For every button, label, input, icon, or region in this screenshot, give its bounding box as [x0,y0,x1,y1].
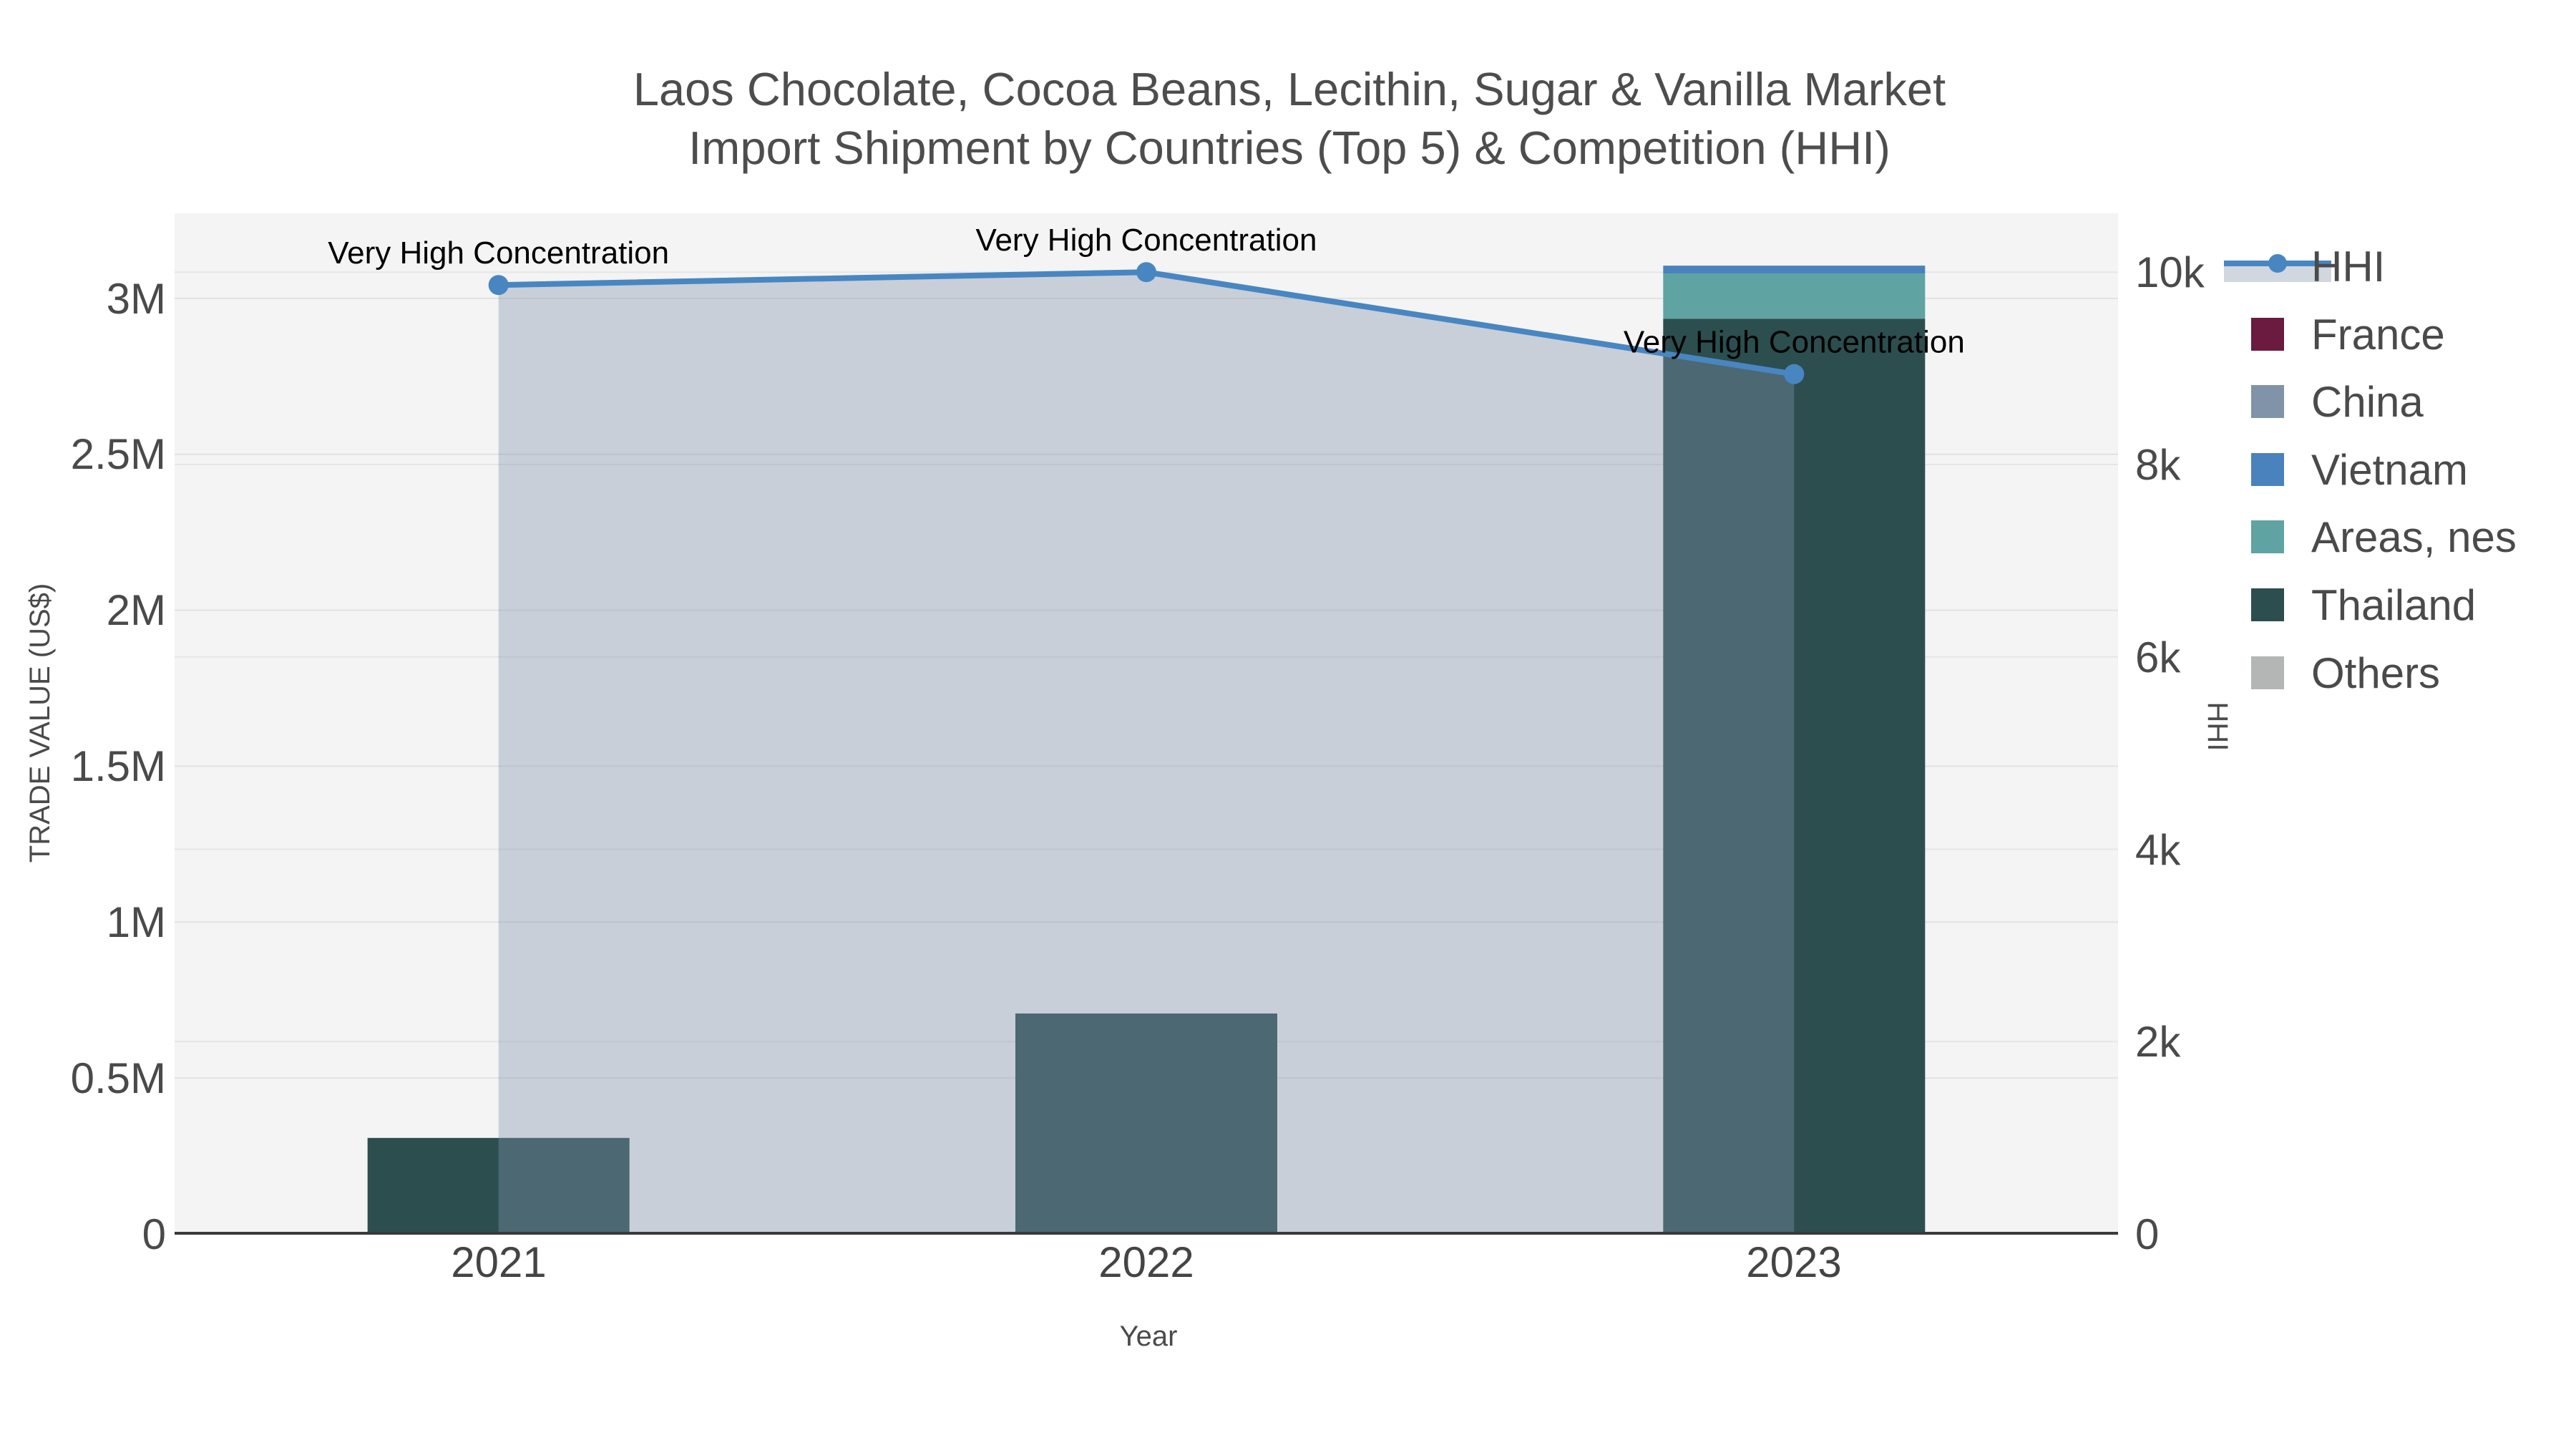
legend-label-china: China [2311,378,2424,426]
y-axis-right-labels: 0 2k 4k 6k 8k 10k [2135,248,2205,1258]
legend-item-france[interactable]: France [2251,311,2445,359]
legend-swatch-areas-nes [2251,520,2284,553]
y-right-tick-6k: 6k [2135,633,2181,681]
y-left-tick-1M: 1M [107,898,166,946]
y-axis-left-title: TRADE VALUE (US$) [24,583,56,862]
legend-label-france: France [2311,311,2445,359]
bar-areas-nes-2023[interactable] [1663,273,1926,319]
annotation-2023: Very High Concentration [1624,325,1965,360]
y-right-tick-8k: 8k [2135,441,2181,489]
chart-title-line2: Import Shipment by Countries (Top 5) & C… [688,122,1890,174]
hhi-legend-marker [2268,254,2287,273]
x-axis-line [175,1232,2118,1235]
legend-item-vietnam[interactable]: Vietnam [2251,446,2468,494]
legend-item-thailand[interactable]: Thailand [2251,581,2476,629]
legend-item-others[interactable]: Others [2251,649,2440,697]
legend-label-thailand: Thailand [2311,581,2476,629]
chart-title-line1: Laos Chocolate, Cocoa Beans, Lecithin, S… [633,63,1946,115]
legend-swatch-france [2251,318,2284,351]
y-axis-left-labels: 0 0.5M 1M 1.5M 2M 2.5M 3M [71,275,166,1258]
hhi-point-2021[interactable] [488,275,509,296]
y-left-tick-3M: 3M [107,275,166,323]
y-left-tick-2.5M: 2.5M [71,430,166,478]
legend-swatch-vietnam [2251,453,2284,486]
legend-item-areas-nes[interactable]: Areas, nes [2251,513,2517,561]
y-axis-right-title: HHI [2202,702,2233,752]
bar-thailand-2023[interactable] [1663,319,1926,1235]
hhi-point-2022[interactable] [1136,262,1156,283]
y-left-tick-2M: 2M [107,586,166,634]
hhi-area-fill [498,272,1795,1233]
y-right-tick-2k: 2k [2135,1018,2181,1066]
legend-swatch-others [2251,656,2284,689]
legend-label-areas-nes: Areas, nes [2311,513,2517,561]
x-tick-2023: 2023 [1746,1238,1841,1286]
y-right-tick-4k: 4k [2135,826,2181,874]
y-left-tick-1.5M: 1.5M [71,742,166,790]
x-axis-labels: 2021 2022 2023 [451,1238,1841,1286]
bar-thailand-2021[interactable] [367,1137,630,1234]
bar-vietnam-2023[interactable] [1663,266,1926,274]
annotation-2021: Very High Concentration [328,235,669,271]
x-tick-2021: 2021 [451,1238,546,1286]
plot-area: Very High Concentration Very High Concent… [175,223,2118,1235]
legend-item-hhi[interactable]: HHI [2224,243,2385,291]
y-right-tick-0: 0 [2135,1210,2159,1258]
legend-label-vietnam: Vietnam [2311,446,2468,494]
legend-item-china[interactable]: China [2251,378,2424,426]
legend-swatch-china [2251,385,2284,418]
y-left-tick-0: 0 [142,1210,166,1258]
legend-label-hhi: HHI [2311,243,2385,291]
y-left-tick-0.5M: 0.5M [71,1054,166,1102]
annotation-2022: Very High Concentration [976,223,1317,258]
y-right-tick-10k: 10k [2135,248,2205,296]
legend-label-others: Others [2311,649,2440,697]
hhi-point-2023[interactable] [1784,364,1805,384]
legend-swatch-thailand [2251,588,2284,621]
x-tick-2022: 2022 [1098,1238,1194,1286]
x-axis-title: Year [1120,1321,1178,1352]
legend: HHI France China Vietnam Areas, nes Thai… [2224,243,2517,697]
bar-thailand-2022[interactable] [1015,1013,1277,1234]
